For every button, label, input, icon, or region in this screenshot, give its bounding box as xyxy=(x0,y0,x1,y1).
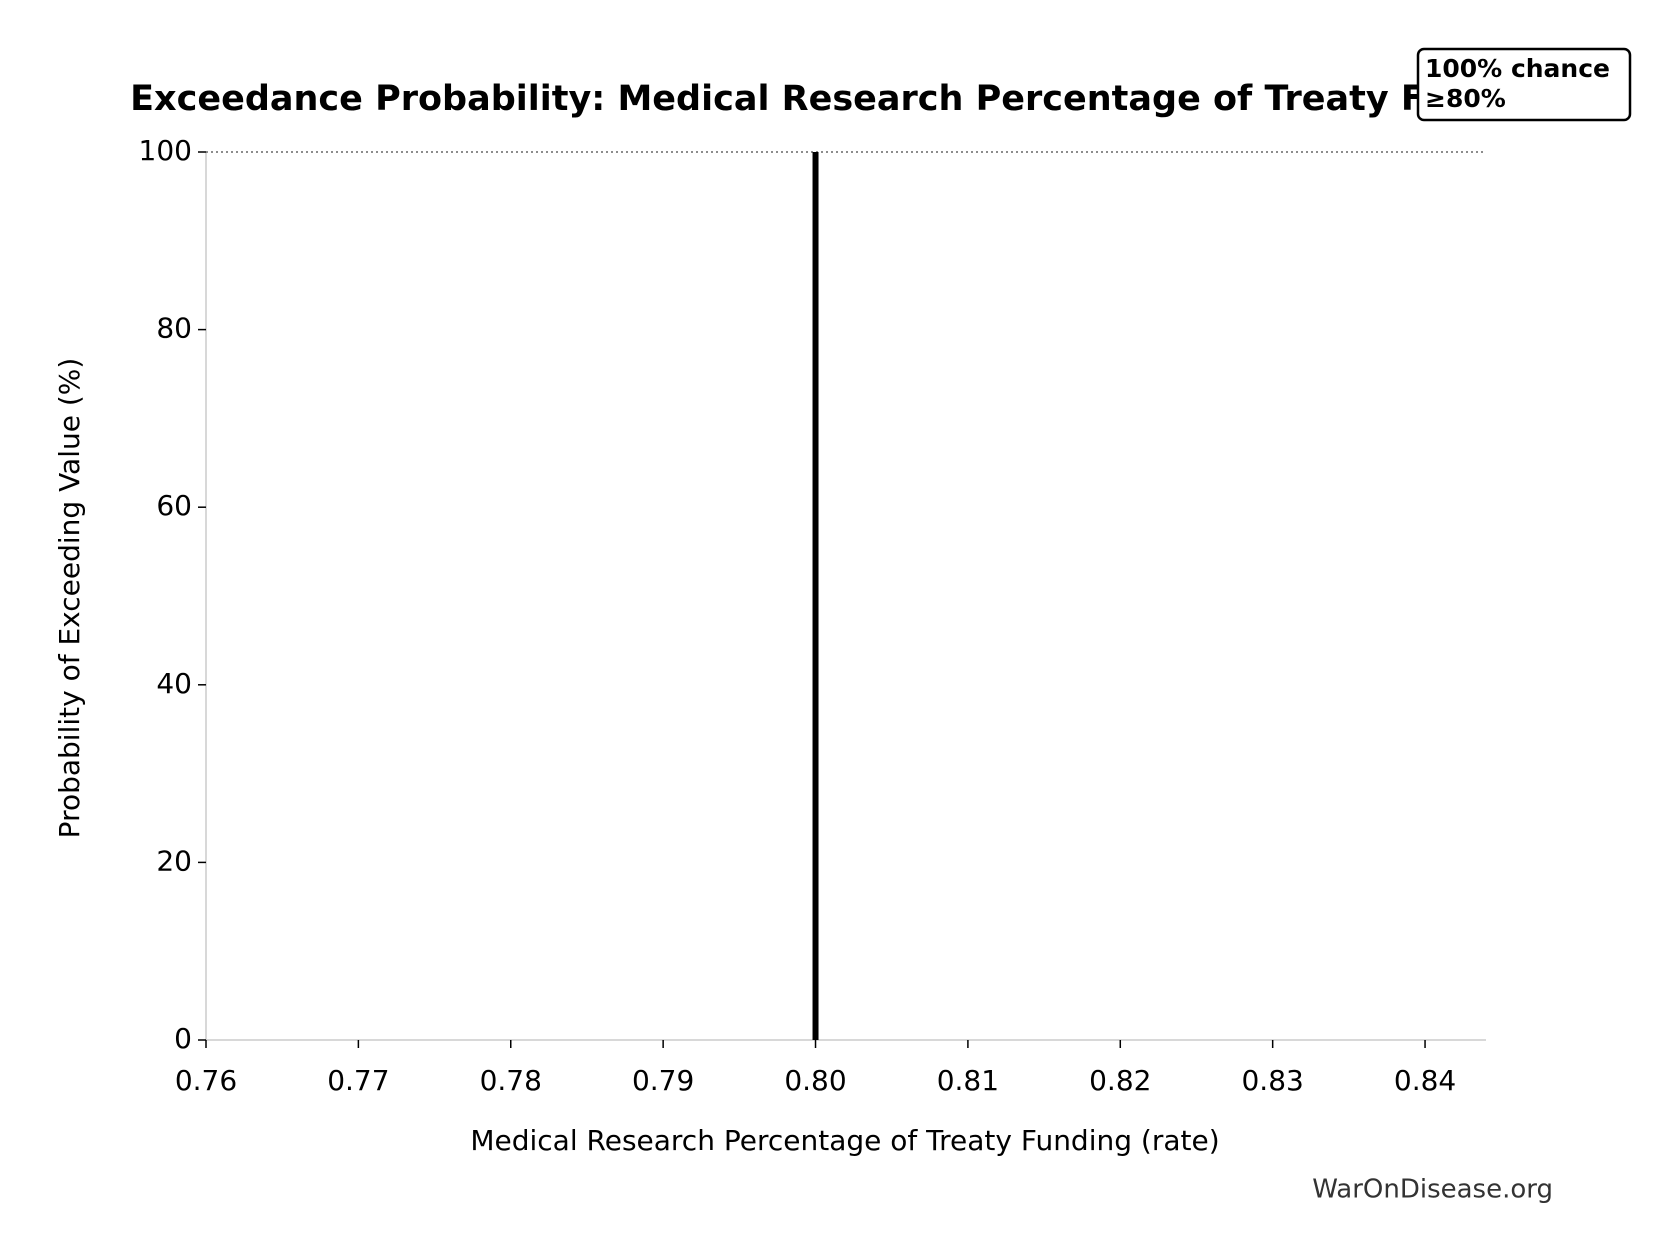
watermark: WarOnDisease.org xyxy=(1312,1175,1553,1205)
y-tick-label: 60 xyxy=(156,489,192,522)
y-tick-label: 80 xyxy=(156,312,192,345)
x-tick-label: 0.78 xyxy=(480,1064,542,1097)
x-tick-label: 0.77 xyxy=(327,1064,389,1097)
annotation-line: ≥80% xyxy=(1425,84,1506,113)
y-axis-label: Probability of Exceeding Value (%) xyxy=(53,358,86,839)
x-tick-label: 0.80 xyxy=(784,1064,846,1097)
x-axis-label: Medical Research Percentage of Treaty Fu… xyxy=(470,1124,1219,1157)
annotation-line: 100% chance xyxy=(1425,54,1610,83)
annotation-box xyxy=(1416,47,1632,122)
x-tick-label: 0.79 xyxy=(632,1064,694,1097)
y-tick-label: 40 xyxy=(156,667,192,700)
y-tick-label: 0 xyxy=(174,1022,192,1055)
x-tick-label: 0.82 xyxy=(1089,1064,1151,1097)
x-tick-label: 0.76 xyxy=(175,1064,237,1097)
y-tick-label: 20 xyxy=(156,844,192,877)
y-tick-label: 100 xyxy=(139,134,192,167)
x-tick-label: 0.84 xyxy=(1394,1064,1456,1097)
x-tick-label: 0.83 xyxy=(1241,1064,1303,1097)
chart-title: Exceedance Probability: Medical Research… xyxy=(130,79,1560,119)
x-tick-label: 0.81 xyxy=(937,1064,999,1097)
